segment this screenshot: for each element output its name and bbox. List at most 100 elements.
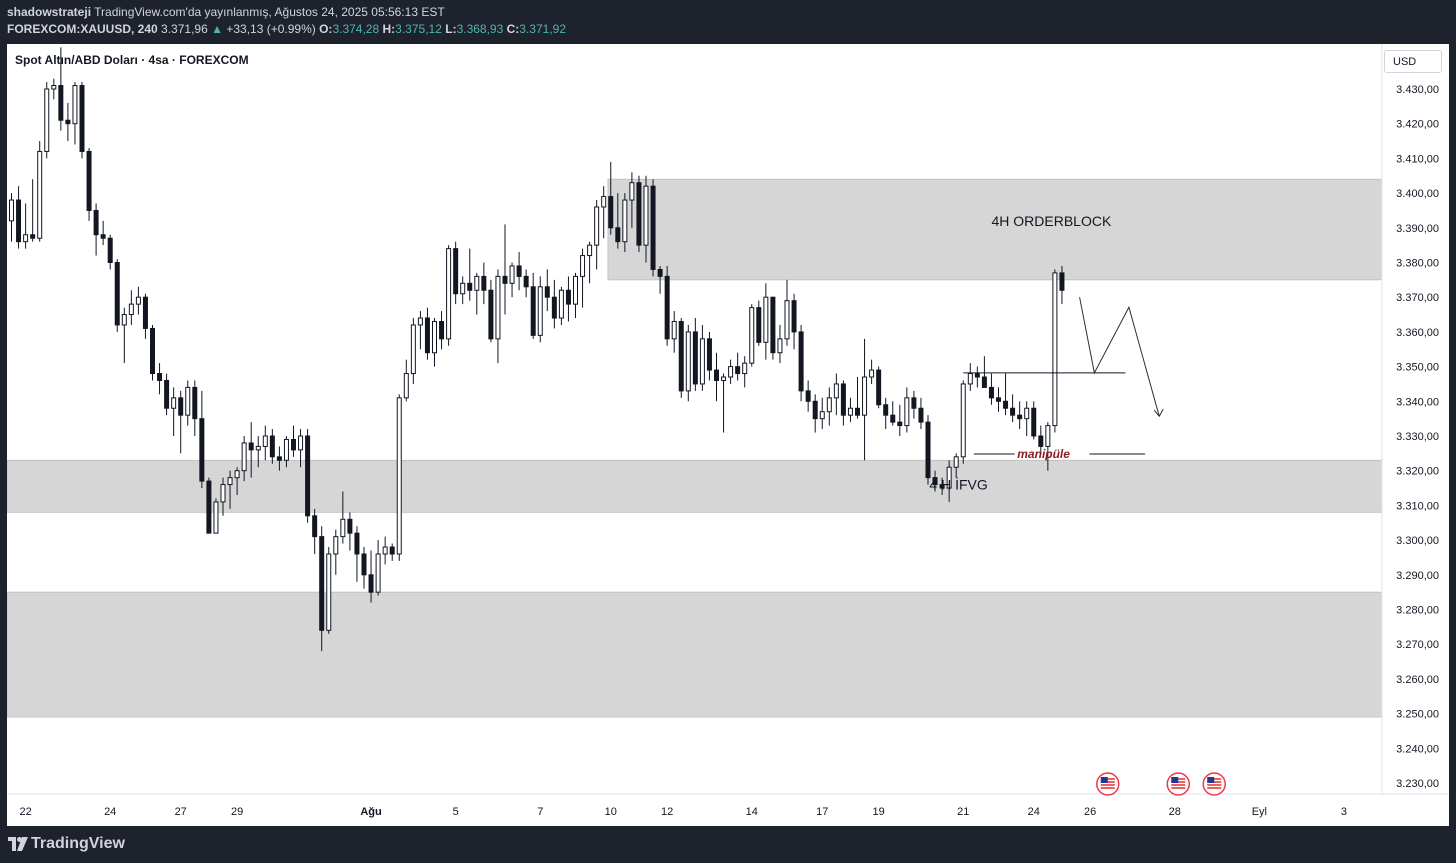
candle-body [375,553,381,593]
candle-body [467,282,473,291]
candle-body [678,320,684,392]
projection-arrowhead [1153,408,1164,418]
chart-panel[interactable]: manipüle 4H ORDERBLOCK 4 H İFVG 3.430,00 3.4… [7,44,1449,826]
candle-body [305,435,311,517]
candle-body [946,466,952,489]
candle-body [770,296,776,354]
price-tick-label: 3.270,00 [1396,639,1439,651]
zone-rect [7,591,1383,718]
candle-body [488,289,494,340]
candle-body [974,373,980,378]
candle-body [171,397,177,409]
candle-body [298,435,304,451]
candle-body [565,289,571,305]
publish-line: shadowstrateji TradingView.com'da yayınl… [7,5,445,19]
candle-body [142,296,148,329]
candle-body [319,536,325,631]
candle-body [100,234,106,239]
price-tick-label: 3.230,00 [1396,778,1439,790]
candle-body [283,438,289,461]
candle-body [417,317,423,326]
candle-body [1003,400,1009,409]
close-label: C: [506,22,520,36]
us-flag-event-icon [1171,777,1179,783]
candle-body [537,286,543,336]
candle-body [178,397,184,416]
price-tick-label: 3.380,00 [1396,258,1439,270]
candle-body [636,182,642,246]
price-chart[interactable]: manipüle 4H ORDERBLOCK 4 H İFVG 3.430,00 3.4… [7,44,1449,826]
candle-body [756,307,762,343]
tradingview-logo-icon[interactable] [8,837,28,851]
candle-body [1052,272,1058,427]
candle-body [685,331,691,392]
tradingview-logo-text[interactable]: TradingView [31,835,125,852]
candle-body [819,411,825,420]
symbol-interval: FOREXCOM:XAUUSD, 240 [7,22,158,36]
candle-body [460,282,466,295]
candle-body [340,518,346,538]
candle-body [403,373,409,399]
candle-body [396,397,402,555]
price-tick-label: 3.290,00 [1396,570,1439,582]
time-tick-label: 14 [746,806,758,818]
time-tick-label: 7 [537,806,543,818]
candle-body [608,196,614,229]
candle-body [967,373,973,385]
candle-body [904,397,910,427]
candle-body [890,414,896,423]
candle-body [714,369,719,381]
candle-body [227,477,233,486]
candle-body [382,546,388,555]
candle-body [721,376,727,381]
candle-body [389,546,395,555]
close-value: 3.371,92 [519,22,567,36]
candle-body [728,366,734,378]
quote-line: FOREXCOM:XAUUSD, 240 3.371,96 ▲ +33,13 (… [7,22,566,36]
candle-body [580,255,586,277]
candle-body [51,85,57,90]
manipule-label: manipüle [1017,447,1070,461]
candle-body [777,338,783,354]
candle-body [1017,414,1023,420]
candle-body [333,536,339,555]
candle-body [551,296,557,319]
candle-body [1031,407,1037,437]
candle-body [523,275,529,288]
candle-body [354,532,360,555]
candle-body [446,248,452,340]
currency-button[interactable]: USD [1384,50,1442,73]
author-name[interactable]: shadowstrateji [7,5,92,19]
candle-body [911,397,917,409]
candle-body [150,327,155,375]
candle-body [255,445,261,451]
candle-body [9,199,14,222]
projection-path [1079,297,1160,417]
candle-body [953,456,959,468]
candle-body [128,303,134,316]
time-tick-label: 22 [19,806,31,818]
price-tick-label: 3.430,00 [1396,84,1439,96]
candle-body [939,484,945,489]
price-tick-label: 3.340,00 [1396,396,1439,408]
price-tick-label: 3.400,00 [1396,188,1439,200]
candle-body [1010,407,1016,416]
candle-body [862,376,868,416]
candle-body [918,407,924,423]
candle-body [312,515,318,538]
candle-body [213,501,219,534]
time-tick-label: 17 [816,806,828,818]
candle-body [269,435,275,458]
candle-body [692,331,698,385]
time-tick-label: 3 [1341,806,1347,818]
time-tick-label: 12 [661,806,673,818]
candle-body [530,286,536,336]
candle-body [544,286,550,298]
time-tick-label: 29 [231,806,243,818]
candle-body [58,85,64,121]
candle-body [248,442,254,451]
time-tick-label: 27 [175,806,187,818]
last-price: 3.371,96 [161,22,208,36]
candle-body [509,265,515,284]
footer-bar: TradingView [0,826,1456,863]
